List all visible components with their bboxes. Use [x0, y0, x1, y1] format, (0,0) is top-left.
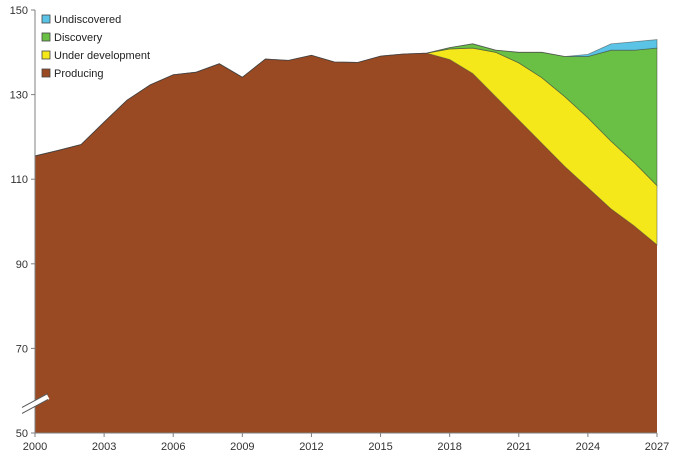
x-tick-label: 2024: [576, 441, 600, 453]
x-tick-label: 2000: [23, 441, 47, 453]
legend-swatch-discovery: [41, 32, 51, 42]
legend-swatch-producing: [41, 68, 51, 78]
x-tick-label: 2018: [437, 441, 461, 453]
axis-break-line: [21, 398, 49, 414]
x-axis-ticks: 2000 2003 2006 2009 2012 2015 2018 2021 2024 2027: [23, 433, 669, 453]
legend-swatch-undiscovered: [41, 14, 51, 24]
x-tick-label: 2006: [161, 441, 185, 453]
area-series-group: [34, 39, 658, 434]
x-tick-label: 2003: [92, 441, 116, 453]
area-undiscovered: [34, 39, 658, 157]
y-tick-label: 90: [16, 259, 28, 271]
axis-break-line: [21, 392, 49, 408]
area-producing: [35, 53, 657, 434]
y-tick-label: 50: [16, 428, 28, 440]
x-tick-label: 2009: [230, 441, 254, 453]
y-tick-label: 70: [16, 343, 28, 355]
axis-break-gap: [20, 393, 50, 414]
y-axis-ticks: 50 70 90 110 130 150: [10, 5, 35, 440]
axes-group: [34, 10, 657, 434]
y-tick-label: 150: [10, 5, 28, 17]
axis-break-marker: [20, 392, 50, 414]
y-tick-label: 130: [10, 90, 28, 102]
legend-label-undiscovered: Undiscovered: [54, 14, 121, 26]
x-tick-label: 2015: [368, 441, 392, 453]
legend-label-under-development: Under development: [54, 50, 150, 62]
x-tick-label: 2027: [645, 441, 669, 453]
legend-label-discovery: Discovery: [54, 32, 103, 44]
y-tick-label: 110: [10, 174, 28, 186]
x-tick-label: 2021: [507, 441, 531, 453]
legend-label-producing: Producing: [54, 68, 104, 80]
legend: Undiscovered Discovery Under development Pr…: [41, 14, 150, 80]
x-tick-label: 2012: [299, 441, 323, 453]
legend-swatch-under-development: [41, 50, 51, 60]
